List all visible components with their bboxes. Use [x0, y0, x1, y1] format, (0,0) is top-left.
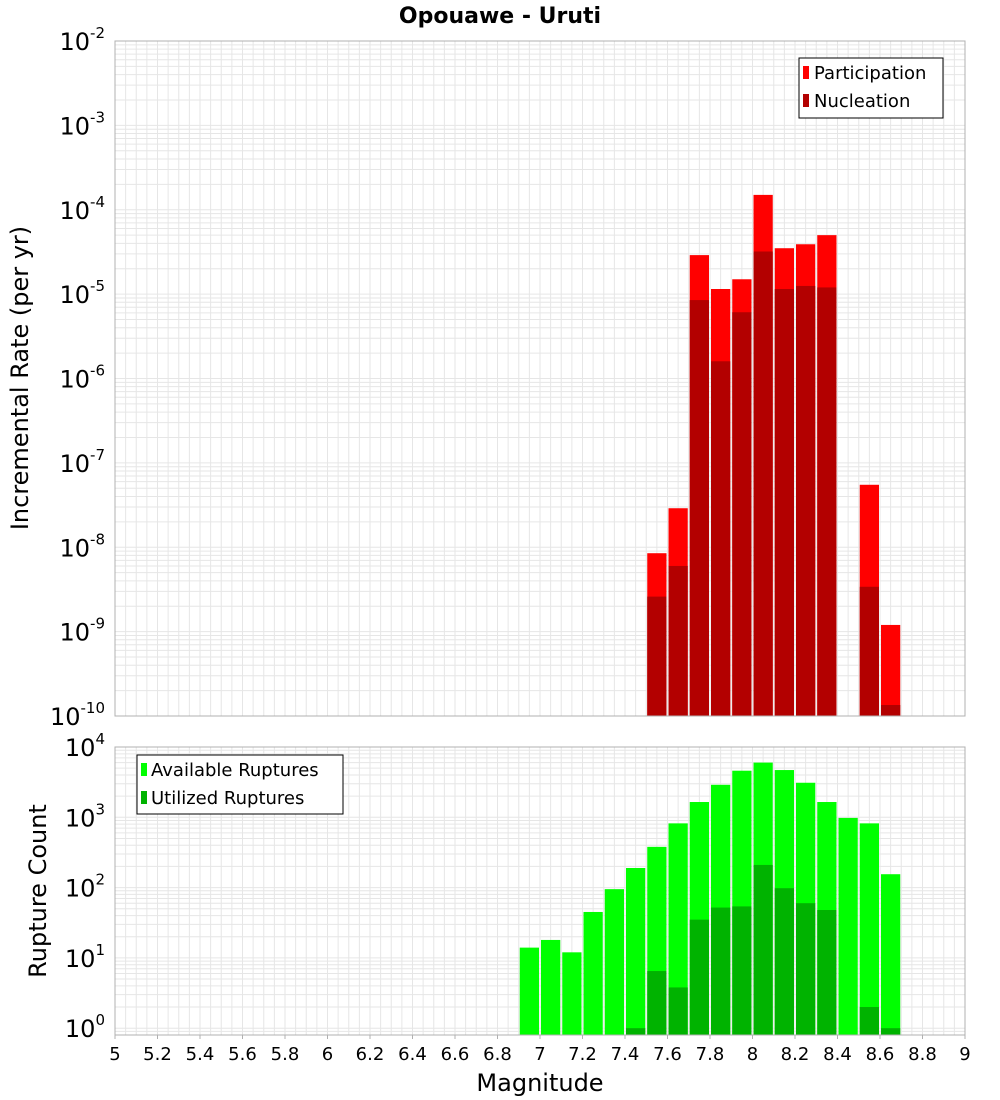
- x-tick-label: 5.8: [271, 1044, 300, 1065]
- bottom-y-axis-label: Rupture Count: [24, 804, 52, 978]
- bar-utilized-ruptures: [711, 907, 731, 1035]
- x-tick-label: 9: [959, 1044, 970, 1065]
- y-tick-label: 10-9: [59, 615, 105, 647]
- bar-available-ruptures: [541, 939, 561, 1035]
- x-tick-label: 6.2: [356, 1044, 385, 1065]
- top-bars: [647, 194, 901, 717]
- bottom-panel: 104 103 102 101 100 5 5.2 5.4 5.6 5.8 6 6.2 6.4 6.6 6…: [24, 730, 971, 1097]
- bar-available-ruptures: [626, 867, 646, 1035]
- bar-utilized-ruptures: [626, 1028, 646, 1035]
- x-tick-labels: 5 5.2 5.4 5.6 5.8 6 6.2 6.4 6.6 6.8 7 7.2 7.4 7.6 7.8 8…: [109, 1035, 971, 1065]
- bar-available-ruptures: [838, 817, 858, 1035]
- top-gridlines: [114, 40, 966, 717]
- bar-utilized-ruptures: [859, 1007, 879, 1035]
- bar-available-ruptures: [859, 823, 879, 1035]
- bottom-y-tick-labels: 104 103 102 101 100: [65, 730, 105, 1043]
- x-tick-label: 5.2: [143, 1044, 172, 1065]
- bottom-bars: [519, 762, 901, 1035]
- bar-available-ruptures: [583, 911, 603, 1035]
- bar-utilized-ruptures: [753, 864, 773, 1035]
- y-tick-label: 100: [65, 1011, 105, 1043]
- bar-utilized-ruptures: [817, 910, 837, 1035]
- x-tick-label: 7.4: [611, 1044, 640, 1065]
- x-tick-label: 6.4: [398, 1044, 427, 1065]
- bar-utilized-ruptures: [668, 987, 688, 1035]
- x-tick-label: 7.2: [568, 1044, 597, 1065]
- legend-label-nucleation: Nucleation: [814, 91, 910, 112]
- bar-utilized-ruptures: [774, 888, 794, 1035]
- bar-nucleation: [859, 586, 879, 716]
- bar-nucleation: [881, 705, 901, 716]
- y-tick-label: 10-6: [59, 362, 105, 394]
- bar-nucleation: [647, 596, 667, 716]
- bar-nucleation: [668, 565, 688, 716]
- bar-available-ruptures: [562, 952, 582, 1035]
- x-tick-label: 6: [322, 1044, 333, 1065]
- bar-utilized-ruptures: [796, 903, 816, 1035]
- legend-swatch-participation: [803, 66, 809, 79]
- x-axis-label: Magnitude: [476, 1069, 603, 1097]
- y-tick-label: 101: [65, 941, 105, 973]
- x-tick-label: 5.4: [186, 1044, 215, 1065]
- top-y-tick-labels: 10-2 10-3 10-4 10-5 10-6 10-7 10-8 10-9 10-10: [50, 24, 105, 731]
- bottom-legend-box: [136, 754, 344, 815]
- x-tick-label: 5: [109, 1044, 120, 1065]
- bar-available-ruptures: [519, 947, 539, 1035]
- bar-nucleation: [689, 300, 709, 716]
- x-tick-label: 7.8: [696, 1044, 725, 1065]
- y-tick-label: 10-3: [59, 108, 105, 140]
- y-tick-label: 102: [65, 871, 105, 903]
- y-tick-label: 10-7: [59, 446, 105, 478]
- x-tick-label: 8.8: [908, 1044, 937, 1065]
- x-tick-label: 6.8: [483, 1044, 512, 1065]
- top-panel: 10-2 10-3 10-4 10-5 10-6 10-7 10-8 10-9 10-10 In…: [6, 24, 966, 731]
- chart-title: Opouawe - Uruti: [399, 4, 601, 29]
- x-tick-label: 6.6: [441, 1044, 470, 1065]
- legend-swatch-nucleation: [803, 94, 809, 107]
- x-tick-label: 8.4: [823, 1044, 852, 1065]
- legend-label-participation: Participation: [814, 63, 926, 84]
- top-legend: Participation Nucleation: [798, 57, 944, 119]
- bar-available-ruptures: [881, 874, 901, 1035]
- y-tick-label: 10-8: [59, 530, 105, 562]
- bottom-legend: Available Ruptures Utilized Ruptures: [136, 754, 344, 815]
- bar-utilized-ruptures: [732, 906, 752, 1035]
- legend-swatch-available: [141, 763, 147, 776]
- bar-nucleation: [774, 289, 794, 716]
- bar-nucleation: [711, 361, 731, 716]
- x-tick-label: 5.6: [228, 1044, 257, 1065]
- y-tick-label: 103: [65, 800, 105, 832]
- bar-available-ruptures: [604, 889, 624, 1035]
- legend-label-available: Available Ruptures: [151, 760, 319, 781]
- x-tick-label: 8: [747, 1044, 758, 1065]
- bar-utilized-ruptures: [689, 919, 709, 1035]
- y-tick-label: 10-2: [59, 24, 105, 56]
- legend-swatch-utilized: [141, 791, 147, 804]
- y-tick-label: 10-5: [59, 277, 105, 309]
- legend-label-utilized: Utilized Ruptures: [151, 788, 304, 809]
- top-y-axis-label: Incremental Rate (per yr): [6, 226, 34, 530]
- bar-nucleation: [732, 312, 752, 716]
- bar-nucleation: [817, 287, 837, 716]
- bar-utilized-ruptures: [647, 971, 667, 1035]
- y-tick-label: 104: [65, 730, 105, 762]
- bar-nucleation: [753, 251, 773, 716]
- x-tick-label: 7: [534, 1044, 545, 1065]
- top-legend-box: [798, 57, 944, 119]
- x-tick-label: 8.2: [781, 1044, 810, 1065]
- y-tick-label: 10-4: [59, 193, 105, 225]
- top-plot-frame: [114, 40, 966, 717]
- bar-nucleation: [796, 285, 816, 716]
- y-tick-label: 10-10: [50, 699, 105, 731]
- bar-available-ruptures: [668, 823, 688, 1035]
- x-tick-label: 8.6: [866, 1044, 895, 1065]
- bar-participation: [881, 624, 901, 716]
- x-tick-label: 7.6: [653, 1044, 682, 1065]
- bar-utilized-ruptures: [881, 1028, 901, 1035]
